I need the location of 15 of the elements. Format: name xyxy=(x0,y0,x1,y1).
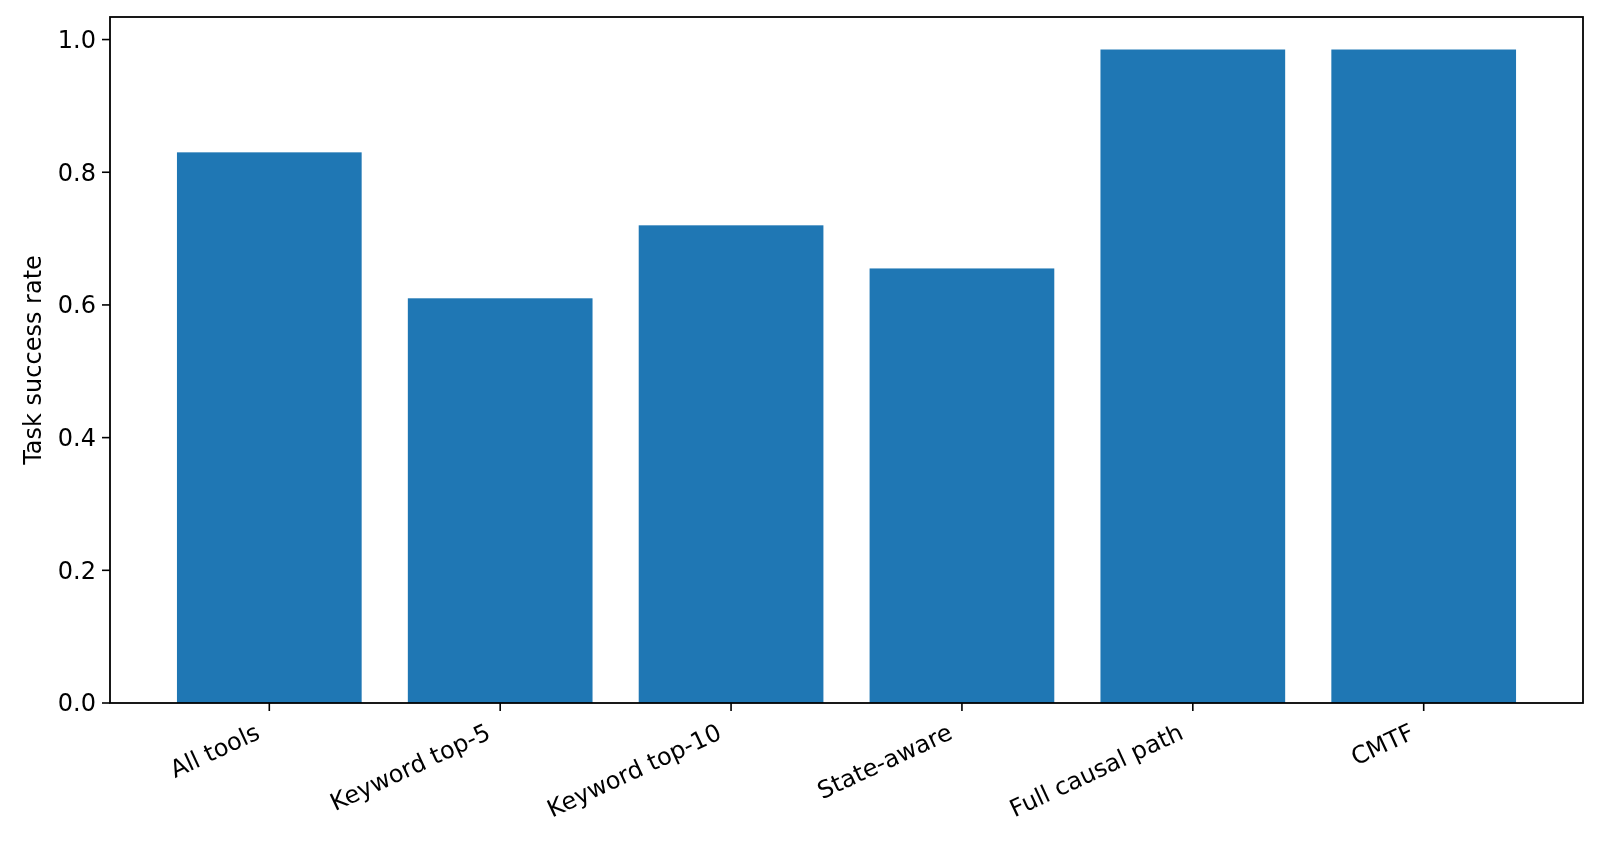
y-tick-label: 0.2 xyxy=(57,556,96,585)
y-tick-label: 1.0 xyxy=(57,25,96,54)
bar xyxy=(638,225,824,703)
bar xyxy=(869,268,1055,703)
y-tick-label: 0.4 xyxy=(57,424,96,453)
bar xyxy=(1331,49,1517,703)
y-axis-title: Task success rate xyxy=(19,255,47,466)
y-tick-label: 0.0 xyxy=(57,689,96,718)
bar xyxy=(1100,49,1286,703)
x-tick-label: All tools xyxy=(165,718,264,784)
y-tick-label: 0.6 xyxy=(57,291,96,320)
x-tick-label: CMTF xyxy=(1346,718,1419,772)
bar xyxy=(176,152,362,703)
bar xyxy=(407,298,593,703)
y-tick-label: 0.8 xyxy=(57,158,96,187)
